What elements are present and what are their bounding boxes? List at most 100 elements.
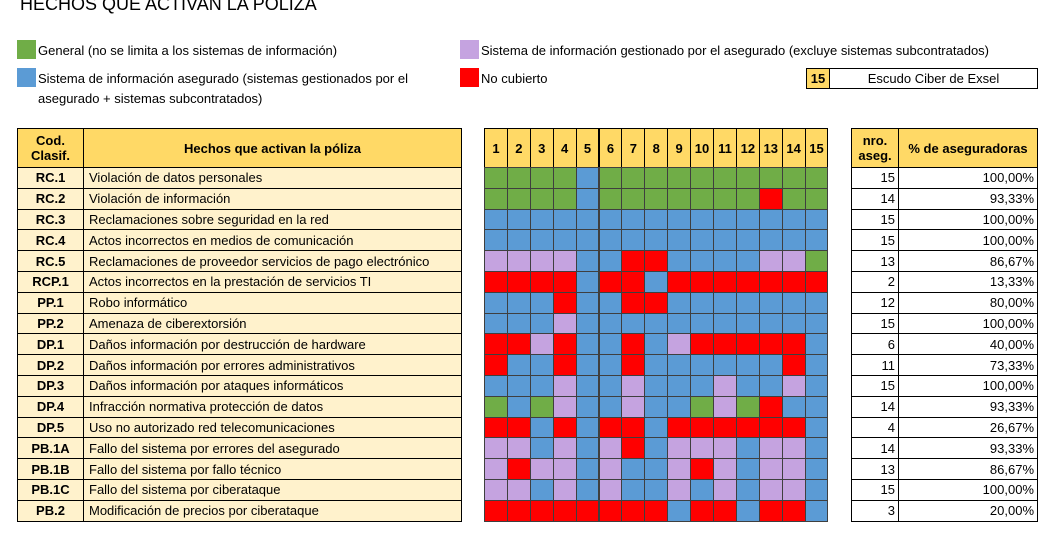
- coverage-cell: [735, 354, 760, 376]
- coverage-cell: [735, 291, 760, 314]
- coverage-cell: [690, 437, 714, 460]
- coverage-cell: [781, 291, 806, 314]
- coverage-cell: [735, 458, 760, 480]
- grid-column-header: 11: [713, 128, 737, 168]
- grid-column-header: 9: [667, 128, 692, 168]
- row-code: RC.4: [17, 229, 84, 252]
- coverage-cell: [552, 333, 577, 356]
- grid-column-header: 8: [644, 128, 669, 168]
- coverage-cell: [506, 354, 531, 376]
- coverage-cell: [690, 250, 714, 272]
- coverage-cell: [735, 271, 760, 293]
- coverage-cell: [804, 375, 829, 397]
- coverage-cell: [644, 187, 669, 210]
- insurer-percent: 93,33%: [898, 395, 1038, 418]
- row-code: DP.1: [17, 333, 84, 356]
- coverage-cell: [529, 375, 554, 397]
- insurer-percent: 86,67%: [898, 250, 1038, 272]
- row-code: DP.4: [17, 395, 84, 418]
- coverage-cell: [621, 437, 646, 460]
- coverage-cell: [735, 312, 760, 335]
- coverage-cell: [781, 250, 806, 272]
- coverage-cell: [758, 479, 783, 501]
- coverage-cell: [575, 250, 600, 272]
- row-code: RC.5: [17, 250, 84, 272]
- coverage-cell: [804, 458, 829, 480]
- coverage-cell: [484, 416, 508, 439]
- legend-label: General (no se limita a los sistemas de …: [38, 43, 338, 58]
- coverage-cell: [644, 229, 669, 252]
- coverage-cell: [758, 354, 783, 376]
- coverage-cell: [644, 333, 669, 356]
- coverage-cell: [621, 271, 646, 293]
- coverage-cell: [575, 395, 600, 418]
- grid-column-header: 12: [735, 128, 760, 168]
- coverage-cell: [781, 395, 806, 418]
- coverage-cell: [644, 208, 669, 231]
- coverage-cell: [552, 167, 577, 189]
- coverage-cell: [529, 291, 554, 314]
- coverage-cell: [713, 354, 737, 376]
- coverage-cell: [529, 229, 554, 252]
- coverage-cell: [713, 499, 737, 522]
- coverage-cell: [621, 187, 646, 210]
- coverage-cell: [667, 354, 692, 376]
- coverage-cell: [506, 167, 531, 189]
- coverage-cell: [575, 187, 600, 210]
- insurer-percent: 40,00%: [898, 333, 1038, 356]
- coverage-cell: [758, 395, 783, 418]
- coverage-cell: [621, 395, 646, 418]
- insurer-count: 15: [851, 229, 899, 252]
- row-code: DP.2: [17, 354, 84, 376]
- coverage-cell: [506, 271, 531, 293]
- coverage-cell: [621, 479, 646, 501]
- coverage-cell: [506, 208, 531, 231]
- insurer-percent: 93,33%: [898, 437, 1038, 460]
- insurer-percent: 100,00%: [898, 208, 1038, 231]
- coverage-cell: [644, 312, 669, 335]
- coverage-cell: [644, 479, 669, 501]
- row-description: Uso no autorizado red telecomunicaciones: [83, 416, 462, 439]
- coverage-cell: [735, 229, 760, 252]
- insurer-count: 13: [851, 458, 899, 480]
- coverage-cell: [484, 333, 508, 356]
- coverage-cell: [529, 416, 554, 439]
- coverage-cell: [552, 271, 577, 293]
- insurer-percent: 100,00%: [898, 375, 1038, 397]
- coverage-cell: [667, 291, 692, 314]
- coverage-cell: [758, 375, 783, 397]
- coverage-cell: [552, 437, 577, 460]
- row-code: RCP.1: [17, 271, 84, 293]
- legend-swatch: [17, 68, 36, 87]
- insurer-percent: 86,67%: [898, 458, 1038, 480]
- insurer-count: 15: [851, 479, 899, 501]
- grid-column-header: 2: [506, 128, 531, 168]
- coverage-cell: [804, 271, 829, 293]
- coverage-cell: [621, 354, 646, 376]
- coverage-cell: [621, 229, 646, 252]
- coverage-cell: [598, 479, 623, 501]
- coverage-cell: [506, 229, 531, 252]
- row-code: PP.1: [17, 291, 84, 314]
- coverage-cell: [644, 291, 669, 314]
- insurer-count: 15: [851, 208, 899, 231]
- coverage-cell: [804, 499, 829, 522]
- coverage-cell: [575, 416, 600, 439]
- coverage-cell: [758, 312, 783, 335]
- coverage-cell: [598, 312, 623, 335]
- coverage-cell: [667, 479, 692, 501]
- coverage-cell: [781, 479, 806, 501]
- insurer-percent: 100,00%: [898, 312, 1038, 335]
- coverage-cell: [713, 208, 737, 231]
- coverage-cell: [667, 167, 692, 189]
- coverage-cell: [781, 208, 806, 231]
- coverage-cell: [575, 271, 600, 293]
- coverage-cell: [484, 354, 508, 376]
- coverage-cell: [598, 333, 623, 356]
- row-code: DP.3: [17, 375, 84, 397]
- insurer-count: 15: [851, 167, 899, 189]
- coverage-cell: [552, 395, 577, 418]
- row-code: PB.1B: [17, 458, 84, 480]
- coverage-cell: [804, 354, 829, 376]
- coverage-cell: [667, 437, 692, 460]
